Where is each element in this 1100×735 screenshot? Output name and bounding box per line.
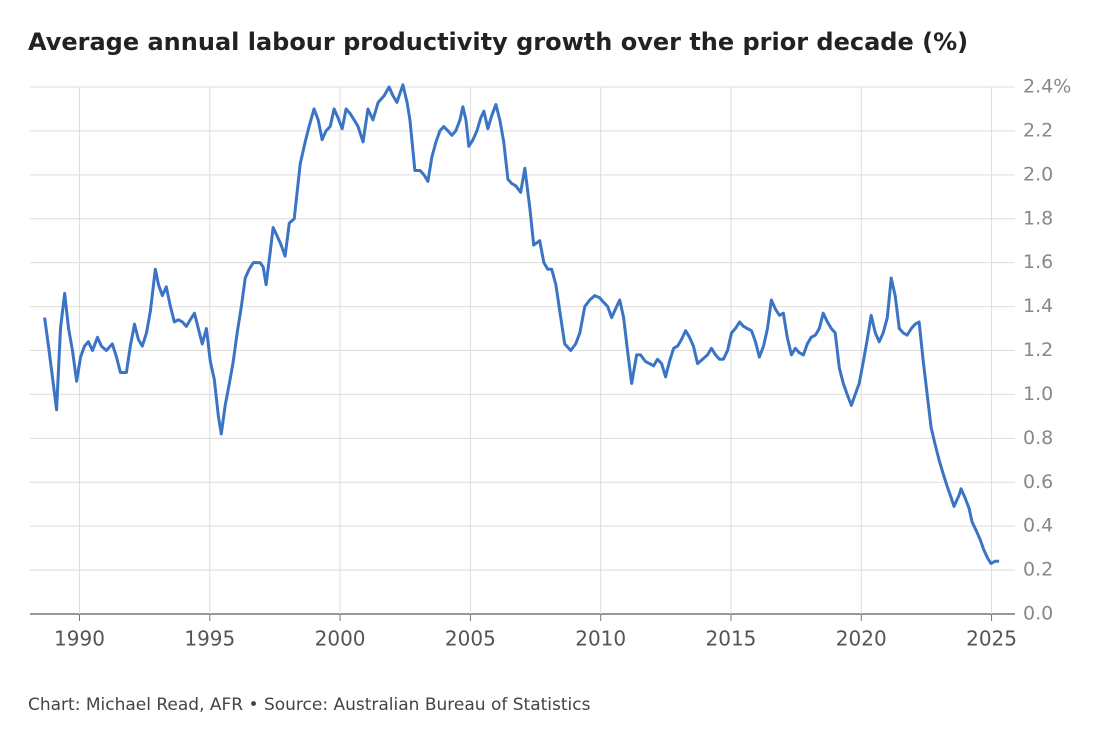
y-tick-label: 1.4 xyxy=(1023,295,1053,317)
y-tick-label: 0.8 xyxy=(1023,427,1053,449)
data-line xyxy=(43,83,1000,565)
y-tick-label: 2.2 xyxy=(1023,119,1053,141)
y-tick-label: 2.4% xyxy=(1023,76,1071,98)
y-tick-label: 0.0 xyxy=(1023,603,1053,625)
y-tick-label: 1.0 xyxy=(1023,383,1053,405)
y-tick-label: 0.6 xyxy=(1023,471,1053,493)
y-tick-label: 1.6 xyxy=(1023,251,1053,273)
x-tick-label: 2025 xyxy=(966,627,1017,651)
y-tick-label: 1.8 xyxy=(1023,207,1053,229)
y-tick-label: 0.4 xyxy=(1023,515,1053,537)
y-tick-label: 0.2 xyxy=(1023,559,1053,581)
x-tick-label: 2020 xyxy=(836,627,887,651)
chart-title: Average annual labour productivity growt… xyxy=(28,28,968,56)
x-tick-label: 2000 xyxy=(315,627,366,651)
x-tick-label: 2010 xyxy=(575,627,626,651)
x-tick-label: 1990 xyxy=(54,627,105,651)
y-tick-label: 2.0 xyxy=(1023,163,1053,185)
x-tick-label: 1995 xyxy=(184,627,235,651)
x-tick-label: 2005 xyxy=(445,627,496,651)
x-tick-label: 2015 xyxy=(706,627,757,651)
source-note: Chart: Michael Read, AFR • Source: Austr… xyxy=(28,695,591,715)
y-tick-label: 1.2 xyxy=(1023,339,1053,361)
